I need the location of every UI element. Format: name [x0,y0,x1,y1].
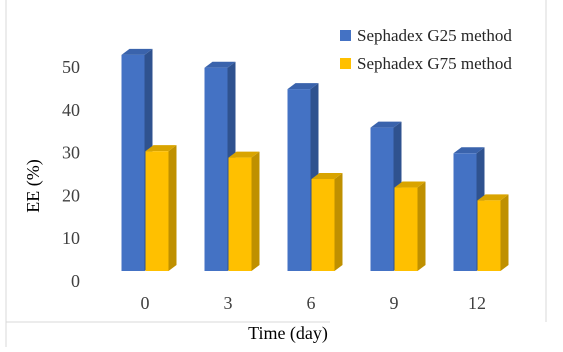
bar-2-6 [311,172,343,271]
bar-2-9 [394,181,426,271]
bar-top-face [228,151,260,158]
legend-swatch-series-1 [340,30,351,41]
bar-front-face [145,151,169,271]
x-tick-label: 3 [224,293,233,313]
bar-front-face [453,153,477,271]
y-tick-labels: 0 10 20 30 40 50 [62,57,80,291]
y-tick-label: 50 [62,57,80,77]
y-axis-title: EE (%) [23,159,44,212]
x-tick-label: 6 [307,293,316,313]
bar-side-face [251,151,260,271]
bar-front-face [311,178,335,271]
bar-top-face [204,61,236,68]
bar-top-face [394,181,426,188]
bar-front-face [121,54,145,271]
legend: Sephadex G25 method Sephadex G75 method [340,26,512,73]
bar-top-face [453,147,485,154]
bar-front-face [370,127,394,272]
y-tick-label: 30 [62,143,80,163]
bar-2-0 [145,145,177,271]
bar-top-face [121,48,153,55]
legend-swatch-series-2 [340,58,351,69]
bar-2-3 [228,151,260,271]
bar-top-face [370,121,402,128]
bar-top-face [287,83,319,90]
y-tick-label: 40 [62,100,80,120]
y-tick-label: 10 [62,228,80,248]
x-axis-title: Time (day) [248,323,328,344]
x-tick-label: 9 [390,293,399,313]
bars-layer [121,48,509,272]
bar-front-face [228,157,252,271]
bar-top-face [145,145,177,152]
bar-top-face [477,194,509,201]
bar-side-face [417,181,426,271]
y-tick-label: 20 [62,185,80,205]
bar-front-face [287,89,311,271]
bar-side-face [500,194,509,271]
legend-label-series-1: Sephadex G25 method [357,26,512,45]
bar-front-face [477,200,501,271]
y-tick-label: 0 [71,271,80,291]
bar-side-face [168,145,177,271]
bar-side-face [334,172,343,271]
x-tick-label: 0 [141,293,150,313]
bar-top-face [311,172,343,179]
bar-front-face [394,187,418,271]
x-tick-label: 12 [468,293,486,313]
legend-label-series-2: Sephadex G75 method [357,54,512,73]
bar-front-face [204,67,228,271]
x-tick-labels: 0 3 6 9 12 [141,293,487,313]
bar-2-12 [477,194,509,271]
